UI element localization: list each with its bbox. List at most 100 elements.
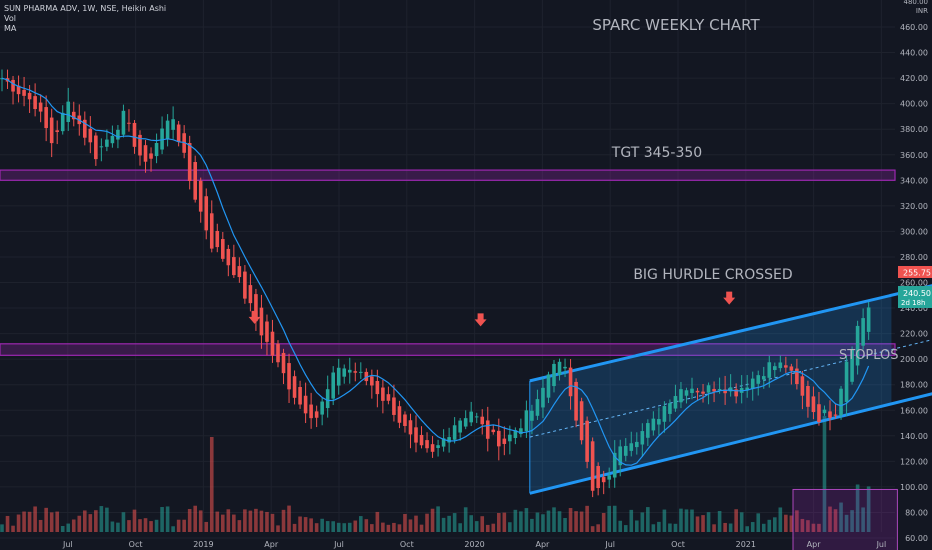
volume-bar (745, 526, 749, 532)
candle-body (866, 307, 871, 332)
candle-body (342, 368, 347, 377)
candle-body (336, 367, 341, 386)
candle-body (121, 110, 126, 135)
volume-bar (850, 510, 854, 532)
volume-bar (49, 512, 54, 532)
volume-bar (491, 523, 496, 532)
candle-body (508, 434, 512, 442)
volume-bar (259, 510, 264, 532)
volume-bar (646, 507, 650, 532)
time-tick-3: Apr (264, 540, 279, 549)
price-tick-60: 60.00 (905, 534, 928, 543)
legend-title[interactable]: SUN PHARMA ADV, 1W, NSE, Heikin Ashi (4, 4, 167, 13)
time-tick-2: 2019 (193, 540, 213, 549)
candle-body (668, 403, 672, 414)
candle-body (640, 431, 645, 445)
time-tick-5: Oct (400, 540, 414, 549)
candle-body (254, 294, 258, 322)
candle-body (209, 213, 214, 249)
candle-body (690, 388, 694, 393)
volume-bar (419, 524, 424, 532)
volume-bar (806, 520, 810, 532)
candle-body (612, 452, 617, 478)
time-tick-11: Apr (807, 540, 822, 549)
candle-body (221, 239, 225, 259)
hurdle-arrow-2 (723, 291, 736, 305)
volume-bar (160, 507, 164, 532)
moving-average (1, 77, 870, 466)
candle-body (71, 111, 76, 120)
candle-body (49, 117, 54, 144)
candle-body (601, 477, 606, 483)
candle-body (204, 196, 209, 231)
horizontal-zones (0, 169, 898, 550)
candle-body (176, 124, 181, 142)
candle-body (132, 122, 137, 147)
volume-bar (11, 525, 15, 532)
volume-bar (66, 523, 71, 532)
volume-bar (822, 416, 827, 532)
candle-body (447, 437, 451, 443)
price-tick-360: 360.00 (900, 151, 928, 160)
hurdle-arrow-1 (474, 313, 487, 327)
legend-ma[interactable]: MA (4, 24, 17, 33)
volume-bar (750, 522, 755, 532)
candle-body (303, 395, 308, 414)
candle-body (381, 387, 385, 401)
volume-bar (309, 518, 313, 532)
volume-bar (452, 513, 457, 532)
price-tick-160: 160.00 (900, 406, 928, 415)
volume-bar (55, 511, 59, 532)
candle-body (524, 410, 529, 432)
volume-bar (138, 519, 142, 532)
volume-bar (679, 508, 683, 532)
volume-bar (342, 523, 347, 532)
candle-body (55, 130, 59, 132)
volume-bar (198, 510, 203, 532)
candle-body (309, 404, 313, 419)
legend-vol[interactable]: Vol (4, 14, 16, 23)
volume-bar (541, 514, 545, 532)
candle-body (756, 375, 761, 384)
candle-body (160, 128, 164, 150)
price-tick-420: 420.00 (900, 74, 928, 83)
price-tick-400: 400.00 (900, 100, 928, 109)
volume-bar (237, 520, 242, 532)
candle-body (347, 369, 352, 373)
price-tick-440: 440.00 (900, 49, 928, 58)
time-tick-9: Oct (671, 540, 685, 549)
volume-bar (546, 510, 551, 532)
volume-bar (756, 513, 761, 532)
candle-body (463, 418, 468, 427)
candle-body (519, 428, 523, 435)
volume-bar (474, 521, 479, 532)
volume-bar (38, 519, 43, 532)
candle-body (618, 446, 623, 466)
candle-body (298, 387, 302, 405)
volume-bar (629, 509, 634, 532)
close-price-value: 240.50 (903, 289, 931, 298)
price-tick-460: 460.00 (900, 23, 928, 32)
candle-body (149, 153, 153, 159)
volume-bar (651, 524, 656, 532)
channel-mid-line (529, 339, 932, 438)
volume-bar (331, 521, 335, 532)
volume-bar (281, 509, 286, 532)
candle-body (579, 401, 584, 441)
volume-bar (640, 512, 645, 532)
target-annotation: TGT 345-350 (611, 145, 702, 161)
candle-body (734, 389, 738, 397)
volume-bar (513, 509, 518, 532)
volume-bar (232, 514, 236, 532)
volume-bar (149, 521, 153, 532)
candle-body (784, 365, 788, 368)
candle-body (673, 396, 678, 409)
volume-bar (739, 512, 744, 532)
volume-bar (77, 515, 82, 532)
price-tick-260: 260.00 (900, 279, 928, 288)
price-tick-140: 140.00 (900, 432, 928, 441)
bar-countdown: 2d 18h (901, 299, 925, 307)
candle-body (397, 406, 402, 423)
